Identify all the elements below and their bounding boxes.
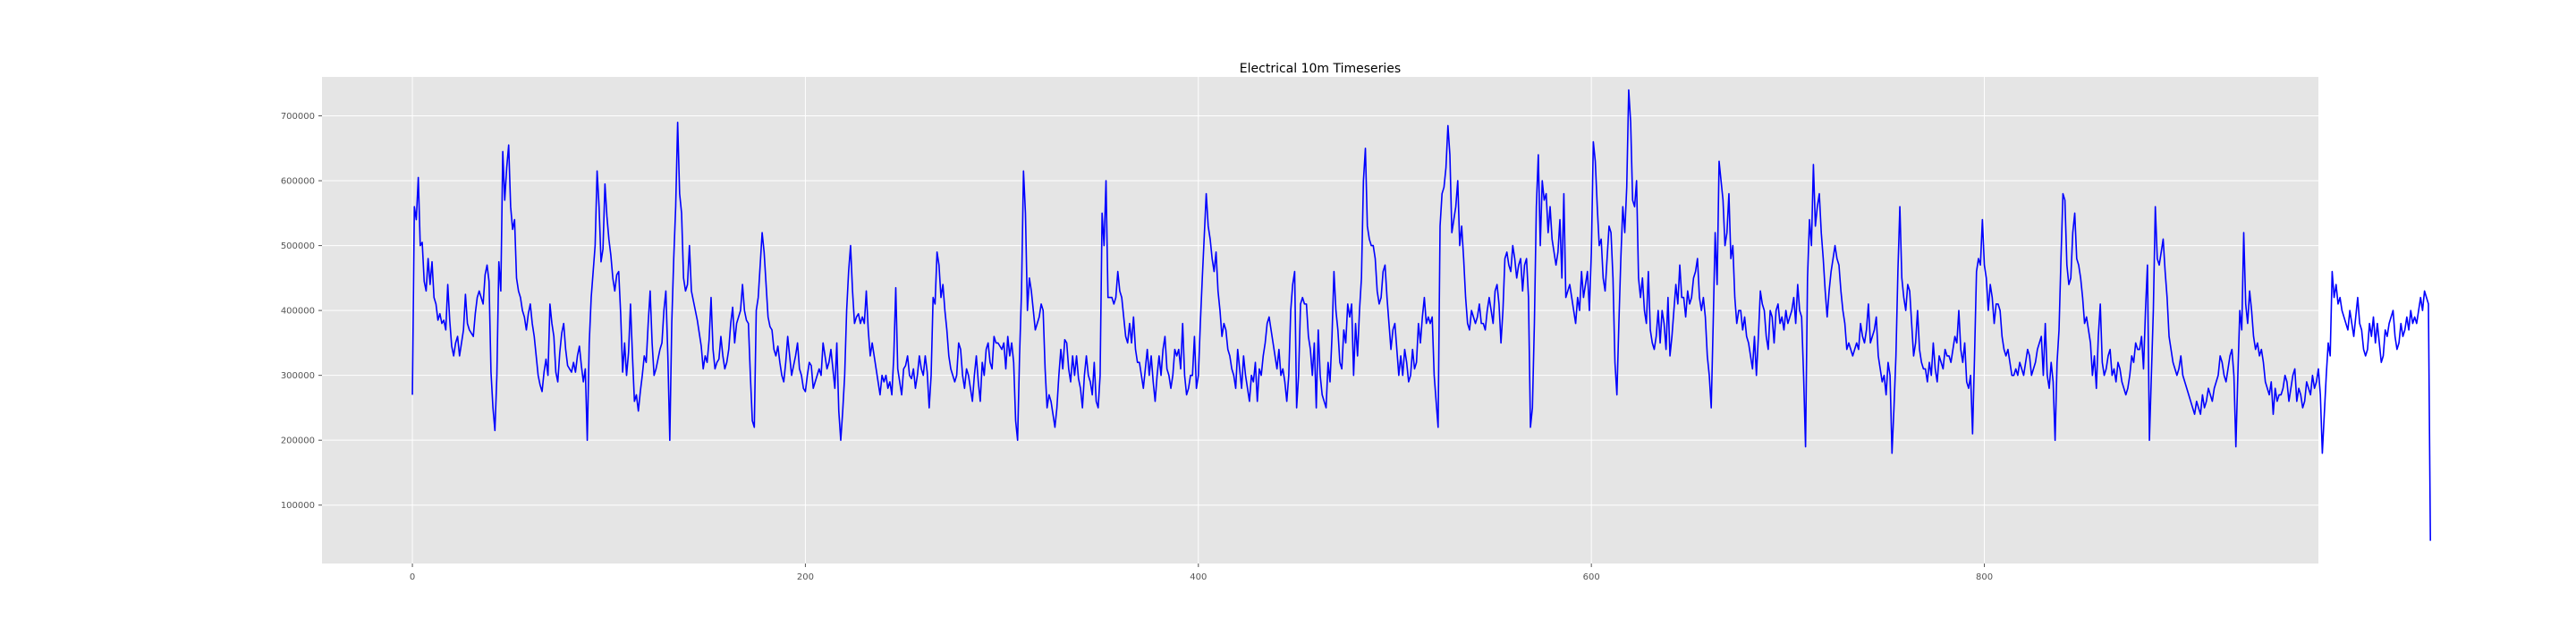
plot-area [322, 77, 2318, 564]
x-axis-ticks: 0 200 400 600 800 [410, 564, 1993, 582]
x-tick-label: 200 [797, 572, 814, 582]
x-tick-label: 0 [410, 572, 415, 582]
x-tick-label: 600 [1583, 572, 1600, 582]
y-tick-label: 100000 [281, 501, 315, 511]
y-tick-label: 600000 [281, 177, 315, 187]
y-tick-label: 400000 [281, 307, 315, 317]
y-tick-label: 200000 [281, 436, 315, 446]
series-layer [411, 89, 2432, 541]
chart-title: Electrical 10m Timeseries [1240, 62, 1401, 76]
x-tick-label: 400 [1190, 572, 1207, 582]
y-tick-label: 700000 [281, 112, 315, 122]
y-axis-ticks: 100000 200000 300000 400000 500000 600000 7000… [281, 112, 322, 511]
y-tick-label: 300000 [281, 371, 315, 381]
x-tick-label: 800 [1976, 572, 1993, 582]
series-line [411, 89, 2432, 541]
y-tick-label: 500000 [281, 242, 315, 251]
